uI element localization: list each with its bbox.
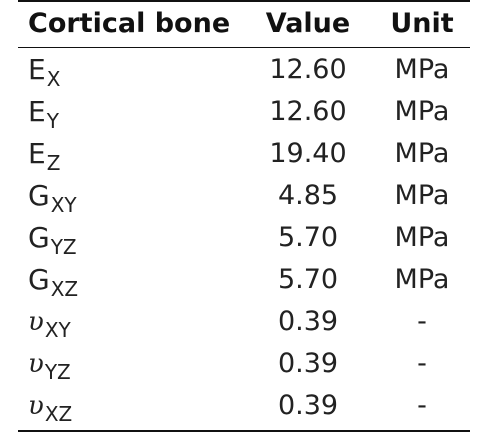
table-top-rule	[18, 0, 470, 2]
table-row: EY 12.60 MPa	[0, 91, 480, 133]
property-symbol: υ	[28, 349, 44, 379]
table-header-row: Cortical bone Value Unit	[0, 1, 480, 43]
table-bottom-rule	[18, 430, 470, 432]
property-cell: EX	[28, 49, 60, 91]
property-symbol: E	[28, 137, 46, 170]
unit-cell: -	[417, 306, 427, 337]
unit-cell: -	[417, 348, 427, 379]
unit-cell: MPa	[394, 138, 450, 169]
value-cell: 4.85	[277, 180, 339, 211]
value-cell: 0.39	[277, 348, 339, 379]
property-subscript: YZ	[50, 235, 77, 259]
property-subscript: XZ	[50, 277, 79, 301]
property-subscript: Z	[46, 151, 61, 175]
value-cell: 19.40	[269, 138, 347, 169]
table-row: υXY 0.39 -	[0, 301, 480, 343]
table-row: GXZ 5.70 MPa	[0, 259, 480, 301]
property-cell: GXZ	[28, 259, 78, 301]
value-cell: 0.39	[277, 306, 339, 337]
table-row: EZ 19.40 MPa	[0, 133, 480, 175]
property-subscript: XZ	[44, 402, 73, 426]
table-row: GYZ 5.70 MPa	[0, 217, 480, 259]
unit-cell: MPa	[394, 54, 450, 85]
property-symbol: G	[28, 221, 50, 254]
property-cell: GYZ	[28, 217, 77, 259]
value-cell: 5.70	[277, 222, 339, 253]
property-symbol: E	[28, 53, 46, 86]
table-header-rule	[18, 47, 470, 48]
property-cell: GXY	[28, 175, 77, 217]
property-cell: υYZ	[28, 343, 71, 385]
value-cell: 12.60	[269, 96, 347, 127]
property-cell: υXZ	[28, 385, 72, 427]
header-value: Value	[265, 8, 351, 39]
unit-cell: MPa	[394, 96, 450, 127]
property-symbol: υ	[28, 307, 44, 337]
value-cell: 12.60	[269, 54, 347, 85]
property-symbol: G	[28, 179, 50, 212]
value-cell: 0.39	[277, 390, 339, 421]
unit-cell: MPa	[394, 222, 450, 253]
table-row: EX 12.60 MPa	[0, 49, 480, 91]
property-subscript: Y	[46, 109, 59, 133]
unit-cell: -	[417, 390, 427, 421]
property-cell: EY	[28, 91, 59, 133]
property-subscript: X	[46, 67, 61, 91]
header-property: Cortical bone	[28, 8, 231, 39]
value-cell: 5.70	[277, 264, 339, 295]
property-symbol: υ	[28, 391, 44, 421]
property-cell: υXY	[28, 301, 71, 343]
unit-cell: MPa	[394, 264, 450, 295]
property-cell: EZ	[28, 133, 60, 175]
table-row: GXY 4.85 MPa	[0, 175, 480, 217]
property-symbol: G	[28, 263, 50, 296]
property-subscript: XY	[50, 193, 77, 217]
header-unit: Unit	[390, 8, 454, 39]
unit-cell: MPa	[394, 180, 450, 211]
property-subscript: YZ	[44, 360, 71, 384]
property-symbol: E	[28, 95, 46, 128]
table-row: υXZ 0.39 -	[0, 385, 480, 427]
property-subscript: XY	[44, 318, 71, 342]
table-row: υYZ 0.39 -	[0, 343, 480, 385]
